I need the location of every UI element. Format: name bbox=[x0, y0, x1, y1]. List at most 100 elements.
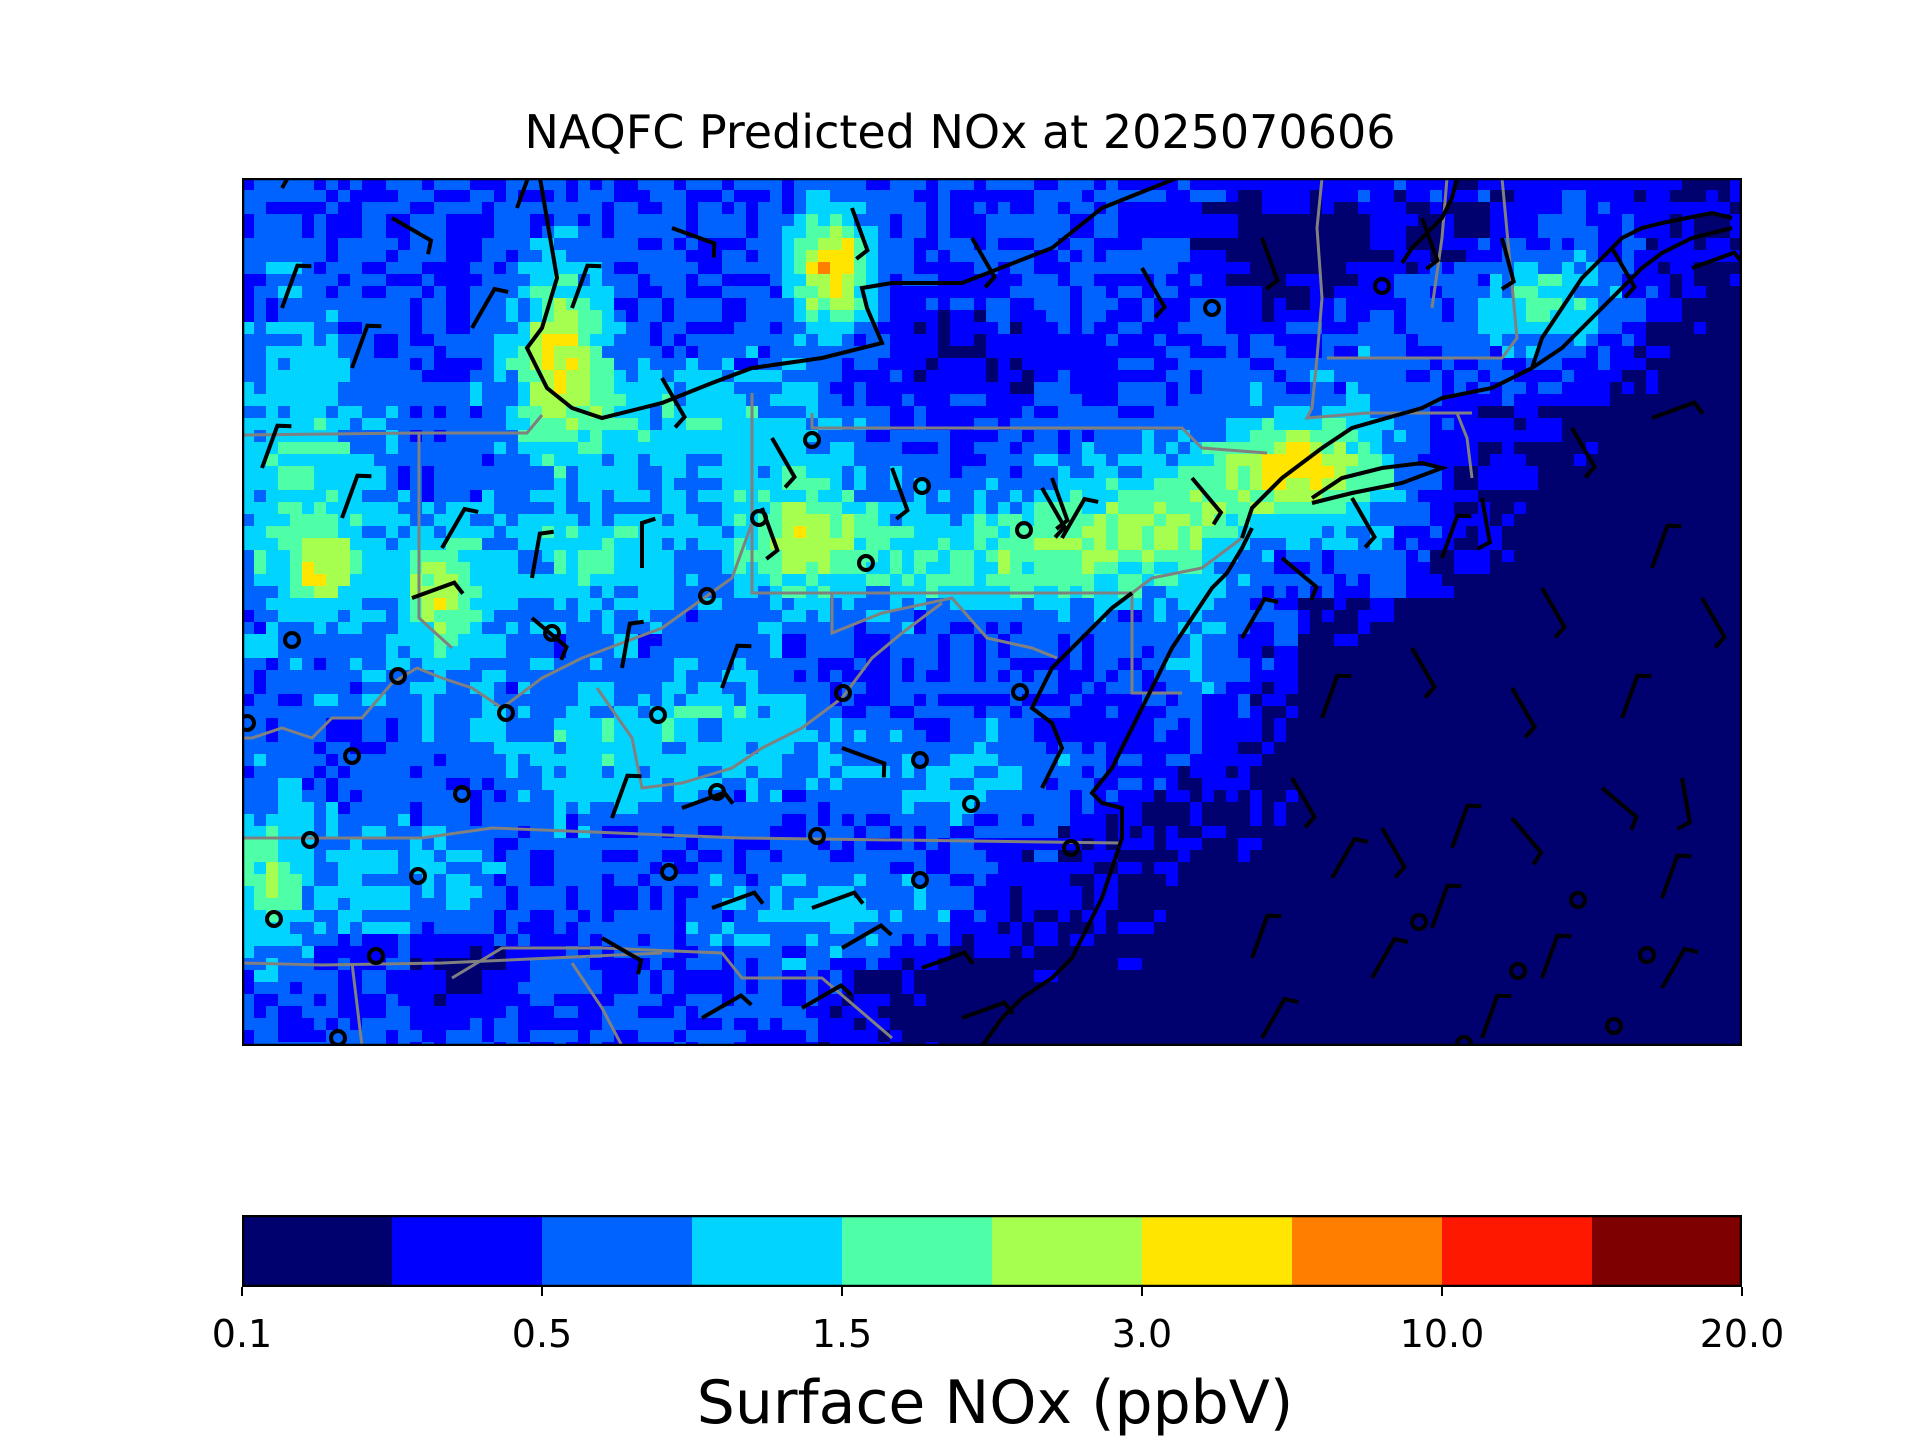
concentration-cell bbox=[1094, 406, 1107, 419]
concentration-cell bbox=[1310, 562, 1323, 575]
concentration-cell bbox=[1202, 370, 1215, 383]
concentration-cell bbox=[986, 322, 999, 335]
concentration-cell bbox=[362, 562, 375, 575]
concentration-cell bbox=[1298, 634, 1311, 647]
concentration-cell bbox=[1202, 334, 1215, 347]
concentration-cell bbox=[1166, 454, 1179, 467]
concentration-cell bbox=[866, 490, 879, 503]
concentration-cell bbox=[1658, 298, 1671, 311]
concentration-cell bbox=[446, 442, 459, 455]
concentration-cell bbox=[386, 598, 399, 611]
concentration-cell bbox=[1166, 190, 1179, 203]
concentration-cell bbox=[998, 562, 1011, 575]
concentration-cell bbox=[674, 478, 687, 491]
concentration-cell bbox=[1466, 262, 1479, 275]
concentration-cell bbox=[374, 406, 387, 419]
concentration-cell bbox=[494, 178, 507, 191]
concentration-cell bbox=[722, 526, 735, 539]
concentration-cell bbox=[1070, 442, 1083, 455]
concentration-cell bbox=[1190, 250, 1203, 263]
concentration-cell bbox=[1694, 202, 1707, 215]
concentration-cell bbox=[998, 382, 1011, 395]
concentration-cell bbox=[1358, 646, 1371, 659]
concentration-cell bbox=[266, 514, 279, 527]
concentration-cell bbox=[578, 526, 591, 539]
concentration-cell bbox=[1286, 250, 1299, 263]
concentration-cell bbox=[1394, 346, 1407, 359]
concentration-cell bbox=[602, 190, 615, 203]
concentration-cell bbox=[662, 286, 675, 299]
concentration-cell bbox=[1682, 310, 1695, 323]
concentration-cell bbox=[818, 298, 831, 311]
concentration-cell bbox=[806, 202, 819, 215]
concentration-cell bbox=[1694, 526, 1707, 539]
concentration-cell bbox=[1274, 262, 1287, 275]
concentration-cell bbox=[1490, 550, 1503, 563]
concentration-cell bbox=[1442, 382, 1455, 395]
concentration-cell bbox=[1394, 574, 1407, 587]
concentration-cell bbox=[1670, 586, 1683, 599]
concentration-cell bbox=[1262, 622, 1275, 635]
concentration-cell bbox=[458, 298, 471, 311]
concentration-cell bbox=[578, 382, 591, 395]
concentration-cell bbox=[818, 574, 831, 587]
concentration-cell bbox=[1634, 202, 1647, 215]
concentration-cell bbox=[590, 214, 603, 227]
concentration-cell bbox=[338, 634, 351, 647]
concentration-cell bbox=[950, 466, 963, 479]
concentration-cell bbox=[806, 646, 819, 659]
concentration-cell bbox=[506, 646, 519, 659]
concentration-cell bbox=[590, 478, 603, 491]
concentration-cell bbox=[878, 430, 891, 443]
concentration-cell bbox=[602, 430, 615, 443]
concentration-cell bbox=[266, 334, 279, 347]
concentration-cell bbox=[542, 586, 555, 599]
concentration-cell bbox=[1238, 574, 1251, 587]
concentration-cell bbox=[902, 286, 915, 299]
concentration-cell bbox=[746, 238, 759, 251]
concentration-cell bbox=[1454, 490, 1467, 503]
concentration-cell bbox=[254, 322, 267, 335]
concentration-cell bbox=[482, 322, 495, 335]
concentration-cell bbox=[902, 478, 915, 491]
concentration-cell bbox=[266, 394, 279, 407]
concentration-cell bbox=[326, 322, 339, 335]
concentration-cell bbox=[1334, 346, 1347, 359]
concentration-cell bbox=[1730, 262, 1742, 275]
concentration-cell bbox=[422, 490, 435, 503]
concentration-cell bbox=[1070, 490, 1083, 503]
concentration-cell bbox=[1322, 634, 1335, 647]
concentration-cell bbox=[1682, 538, 1695, 551]
concentration-cell bbox=[686, 298, 699, 311]
concentration-cell bbox=[782, 286, 795, 299]
concentration-cell bbox=[518, 238, 531, 251]
concentration-cell bbox=[1142, 394, 1155, 407]
concentration-cell bbox=[410, 538, 423, 551]
concentration-cell bbox=[1730, 394, 1742, 407]
concentration-cell bbox=[374, 190, 387, 203]
concentration-cell bbox=[914, 454, 927, 467]
concentration-cell bbox=[1478, 286, 1491, 299]
concentration-cell bbox=[1658, 574, 1671, 587]
concentration-cell bbox=[1118, 370, 1131, 383]
concentration-cell bbox=[1094, 226, 1107, 239]
concentration-cell bbox=[1118, 262, 1131, 275]
concentration-cell bbox=[1022, 274, 1035, 287]
concentration-cell bbox=[1406, 382, 1419, 395]
concentration-cell bbox=[1358, 442, 1371, 455]
concentration-cell bbox=[278, 346, 291, 359]
concentration-cell bbox=[1418, 430, 1431, 443]
concentration-cell bbox=[1286, 238, 1299, 251]
concentration-cell bbox=[1682, 286, 1695, 299]
concentration-cell bbox=[938, 382, 951, 395]
concentration-cell bbox=[1154, 358, 1167, 371]
concentration-cell bbox=[1610, 178, 1623, 191]
concentration-cell bbox=[1538, 646, 1551, 659]
concentration-cell bbox=[326, 406, 339, 419]
concentration-cell bbox=[1322, 202, 1335, 215]
concentration-cell bbox=[1694, 238, 1707, 251]
concentration-cell bbox=[626, 322, 639, 335]
concentration-cell bbox=[1262, 430, 1275, 443]
concentration-cell bbox=[1526, 610, 1539, 623]
concentration-cell bbox=[1214, 478, 1227, 491]
